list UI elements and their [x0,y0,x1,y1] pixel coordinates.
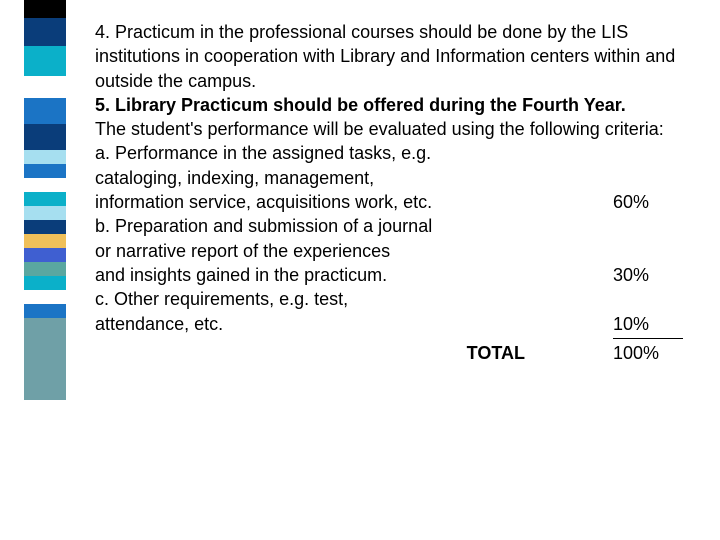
criterion-b-line-1: b. Preparation and submission of a journ… [95,214,683,238]
sidebar-segment [24,276,66,290]
criterion-c-line-2: attendance, etc. 10% [95,312,683,336]
sidebar-segment [24,290,66,304]
sidebar-segment [24,150,66,164]
criterion-a-line-1: a. Performance in the assigned tasks, e.… [95,141,683,165]
sidebar-segment [24,0,66,18]
sidebar-segment [24,220,66,234]
sidebar-segment [24,18,66,46]
criterion-a-text-3: information service, acquisitions work, … [95,190,432,214]
criterion-c-line-1: c. Other requirements, e.g. test, [95,287,683,311]
sidebar-segment [24,76,66,98]
criterion-c-text-2: attendance, etc. [95,312,223,336]
sidebar-segment [24,164,66,178]
criterion-b-text-3: and insights gained in the practicum. [95,263,387,287]
sidebar-segment [24,262,66,276]
item-4-text: 4. Practicum in the professional courses… [95,22,675,91]
criterion-a-line-3: information service, acquisitions work, … [95,190,683,214]
sidebar-segment [24,192,66,206]
sidebar-segment [24,98,66,124]
criterion-b-text-1: b. Preparation and submission of a journ… [95,214,432,238]
sidebar-segment [24,234,66,248]
slide-body: 4. Practicum in the professional courses… [95,20,683,365]
item-5-heading: 5. Library Practicum should be offered d… [95,93,683,117]
criterion-b-text-2: or narrative report of the experiences [95,239,390,263]
criterion-b-line-3: and insights gained in the practicum. 30… [95,263,683,287]
item-5-text: 5. Library Practicum should be offered d… [95,95,626,115]
criterion-a-text-1: a. Performance in the assigned tasks, e.… [95,141,431,165]
sidebar-segment [24,248,66,262]
criterion-a-pct: 60% [613,190,683,214]
total-pct: 100% [613,341,683,365]
sidebar-segment [24,178,66,192]
criterion-c-text-1: c. Other requirements, e.g. test, [95,287,348,311]
item-4: 4. Practicum in the professional courses… [95,20,683,93]
total-label: TOTAL [95,341,545,365]
sidebar-segment [24,124,66,150]
criterion-b-pct: 30% [613,263,683,287]
sidebar-segment [24,206,66,220]
criteria-intro-text: The student's performance will be evalua… [95,119,664,139]
criterion-a-text-2: cataloging, indexing, management, [95,166,374,190]
criteria-intro: The student's performance will be evalua… [95,117,683,141]
sidebar-segment [24,46,66,76]
decorative-sidebar [24,0,66,400]
total-row: TOTAL 100% [95,341,683,365]
criterion-b-line-2: or narrative report of the experiences [95,239,683,263]
sidebar-segment [24,304,66,318]
sidebar-segment [24,318,66,400]
criterion-a-line-2: cataloging, indexing, management, [95,166,683,190]
slide: 4. Practicum in the professional courses… [0,0,720,540]
criterion-c-pct: 10% [613,312,683,336]
